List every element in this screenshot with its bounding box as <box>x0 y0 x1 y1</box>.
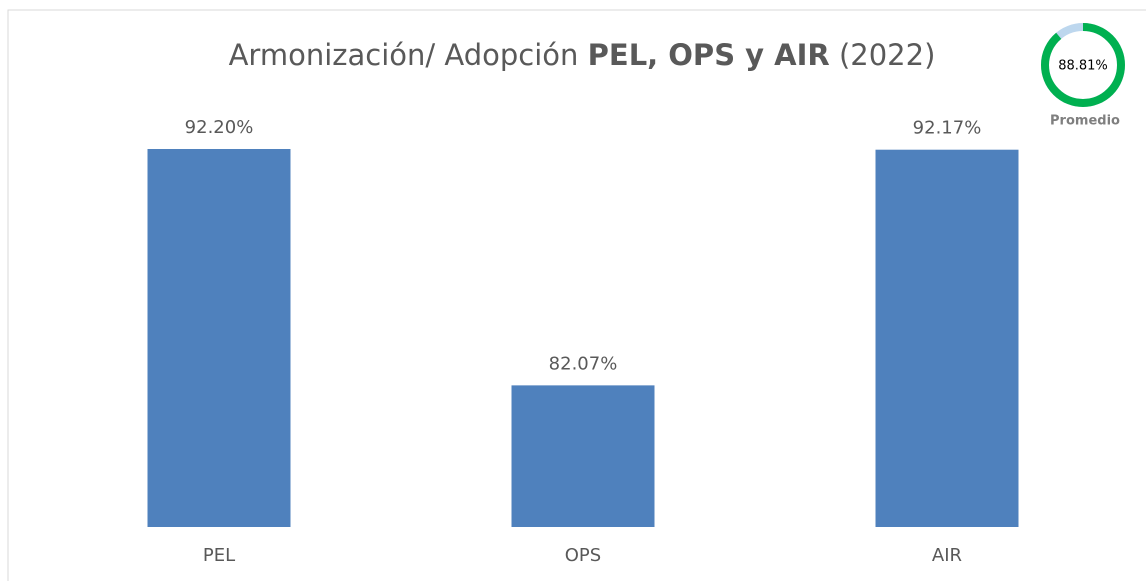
x-tick-label: OPS <box>565 545 601 566</box>
value-label: 82.07% <box>549 353 618 374</box>
x-tick-label: AIR <box>932 545 962 566</box>
bar <box>511 385 655 527</box>
bar <box>875 149 1019 527</box>
gauge-value: 88.81% <box>1058 59 1108 74</box>
x-tick-label: PEL <box>203 545 235 566</box>
gauge-arc <box>1041 23 1125 107</box>
gauge-label: Promedio <box>1050 114 1120 129</box>
value-label: 92.17% <box>913 118 982 139</box>
title-part: Armonización/ Adopción <box>229 38 579 72</box>
chart-title: Armonización/ Adopción PEL, OPS y AIR (2… <box>229 38 936 72</box>
title-part: (2022) <box>839 38 935 72</box>
title-part: PEL, OPS y AIR <box>588 38 830 72</box>
value-label: 92.20% <box>185 117 254 138</box>
bar <box>147 149 291 527</box>
